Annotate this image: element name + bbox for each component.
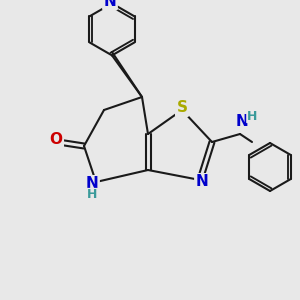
Text: N: N — [85, 176, 98, 191]
Text: N: N — [196, 175, 208, 190]
Text: H: H — [87, 188, 97, 202]
Text: H: H — [247, 110, 257, 122]
Text: O: O — [50, 133, 62, 148]
Text: S: S — [176, 100, 188, 116]
Text: N: N — [103, 0, 116, 9]
Text: N: N — [236, 115, 248, 130]
